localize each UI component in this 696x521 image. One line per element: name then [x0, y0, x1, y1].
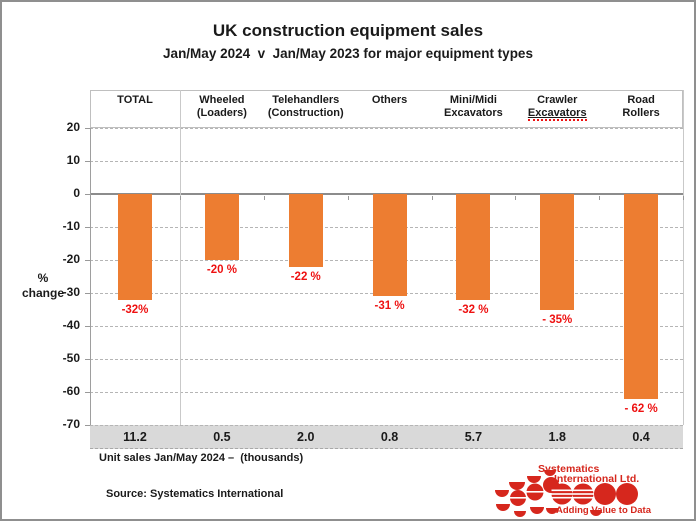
column-header-line1: Others	[371, 94, 408, 106]
column-header-line1: Road	[627, 94, 655, 106]
column-header-line2: Excavators	[515, 107, 599, 121]
y-tick-mark	[85, 227, 90, 228]
x-tick-mark	[180, 196, 181, 200]
column-header-crawler: Crawler Excavators	[515, 94, 599, 121]
unit-sales-band	[90, 425, 683, 449]
unit-sales-value-mini-midi-excavators: 5.7	[464, 430, 483, 444]
bar-label-others: -31 %	[374, 300, 405, 313]
column-header-line2-text: (Construction)	[267, 107, 344, 119]
gridline	[90, 161, 683, 162]
bar-total	[118, 194, 152, 300]
y-tick-label: 10	[66, 153, 80, 167]
y-tick-label: -60	[62, 384, 80, 398]
y-tick-mark	[85, 326, 90, 327]
bar-telehandlers-construction	[288, 194, 323, 267]
y-tick-mark	[85, 161, 90, 162]
y-axis-label: % change	[12, 271, 74, 301]
bar-label-road-rollers: - 62 %	[624, 402, 658, 415]
logo-tagline: Adding Value to Data	[556, 505, 652, 516]
logo-name-line2: International Ltd.	[554, 473, 639, 485]
column-header-line2-text: Excavators	[444, 107, 503, 119]
unit-sales-note: Unit sales Jan/May 2024 – (thousands)	[99, 452, 304, 464]
gridline	[90, 425, 683, 426]
bar-wheeled-loaders	[204, 194, 239, 260]
bar-road-rollers	[624, 194, 659, 399]
y-axis-label-change: change	[21, 286, 64, 300]
y-tick-label: -10	[62, 219, 80, 233]
column-header-line2: Rollers	[599, 107, 683, 120]
bar-label-telehandlers-construction: -22 %	[290, 270, 321, 283]
y-tick-mark	[85, 260, 90, 261]
column-header-others: Others	[348, 94, 432, 107]
y-tick-label: -50	[62, 351, 80, 365]
column-header-mini-midi: Mini/Midi Excavators	[432, 94, 516, 120]
y-tick-mark	[85, 425, 90, 426]
gridline	[90, 392, 683, 393]
column-header-line1: Mini/Midi	[449, 94, 497, 106]
bar-others	[372, 194, 407, 297]
y-axis-label-percent: %	[37, 271, 49, 285]
column-header-total: TOTAL	[90, 94, 180, 107]
y-axis-line	[90, 128, 91, 425]
logo-circles-icon: Systematics International Ltd. Adding Va…	[495, 463, 652, 517]
x-tick-mark	[599, 196, 601, 200]
column-header-line2-text: Excavators	[527, 107, 587, 121]
chart-subtitle: Jan/May 2024 v Jan/May 2023 for major eq…	[163, 46, 533, 61]
column-header-line2: (Construction)	[264, 107, 348, 120]
y-tick-label: -40	[62, 318, 80, 332]
column-header-line1: TOTAL	[117, 94, 153, 106]
column-header-wheeled: Wheeled (Loaders)	[180, 94, 264, 120]
bar-mini-midi-excavators	[456, 194, 491, 300]
unit-sales-value-wheeled-loaders: 0.5	[213, 430, 231, 444]
column-header-line2: (Loaders)	[180, 107, 264, 120]
x-tick-mark	[431, 196, 433, 200]
x-tick-mark	[347, 196, 349, 200]
x-tick-mark	[683, 196, 684, 200]
gridline	[90, 326, 683, 327]
unit-sales-value-crawler-excavators: 1.8	[548, 430, 566, 444]
y-tick-label: 0	[73, 186, 80, 200]
y-tick-mark	[85, 359, 90, 360]
column-header-box	[90, 90, 683, 128]
logo-name-line1: Systematics	[538, 463, 599, 475]
x-tick-mark	[515, 196, 517, 200]
y-tick-label: 20	[66, 120, 80, 134]
chart-title: UK construction equipment sales	[212, 21, 484, 40]
bar-label-crawler-excavators: - 35%	[542, 313, 573, 326]
column-header-line2-text: (Loaders)	[196, 107, 247, 119]
source-note: Source: Systematics International	[106, 488, 284, 500]
column-header-line2: Excavators	[432, 107, 516, 120]
y-tick-label: -20	[62, 252, 80, 266]
y-tick-label: -70	[62, 417, 80, 431]
bar-label-total: -32%	[121, 303, 149, 316]
column-header-line1: Telehandlers	[272, 94, 340, 106]
unit-sales-value-others: 0.8	[380, 430, 399, 444]
y-tick-mark	[85, 293, 90, 294]
gridline	[90, 359, 683, 360]
plot-right-edge	[683, 90, 684, 425]
bar-label-wheeled-loaders: -20 %	[206, 264, 237, 276]
unit-sales-value-road-rollers: 0.4	[632, 430, 650, 444]
y-tick-mark	[85, 392, 90, 393]
systematics-logo: Systematics International Ltd. Adding Va…	[490, 457, 670, 517]
column-header-road: Road Rollers	[599, 94, 683, 120]
column-header-line2-text: Rollers	[622, 107, 660, 119]
bar-label-mini-midi-excavators: -32 %	[458, 303, 489, 316]
total-separator-line	[180, 90, 181, 425]
x-tick-mark	[90, 196, 91, 200]
unit-sales-value-telehandlers-construction: 2.0	[297, 430, 315, 444]
y-tick-label: -30	[62, 285, 80, 299]
y-tick-mark	[85, 128, 90, 129]
gridline	[90, 128, 683, 129]
column-header-line1: Crawler	[537, 94, 578, 106]
y-tick-mark	[85, 194, 90, 195]
unit-sales-value-total: 11.2	[123, 430, 147, 444]
x-tick-mark	[263, 196, 265, 200]
column-header-line1: Wheeled	[199, 94, 245, 106]
bar-crawler-excavators	[540, 194, 575, 310]
column-header-telehandlers: Telehandlers (Construction)	[264, 94, 348, 120]
